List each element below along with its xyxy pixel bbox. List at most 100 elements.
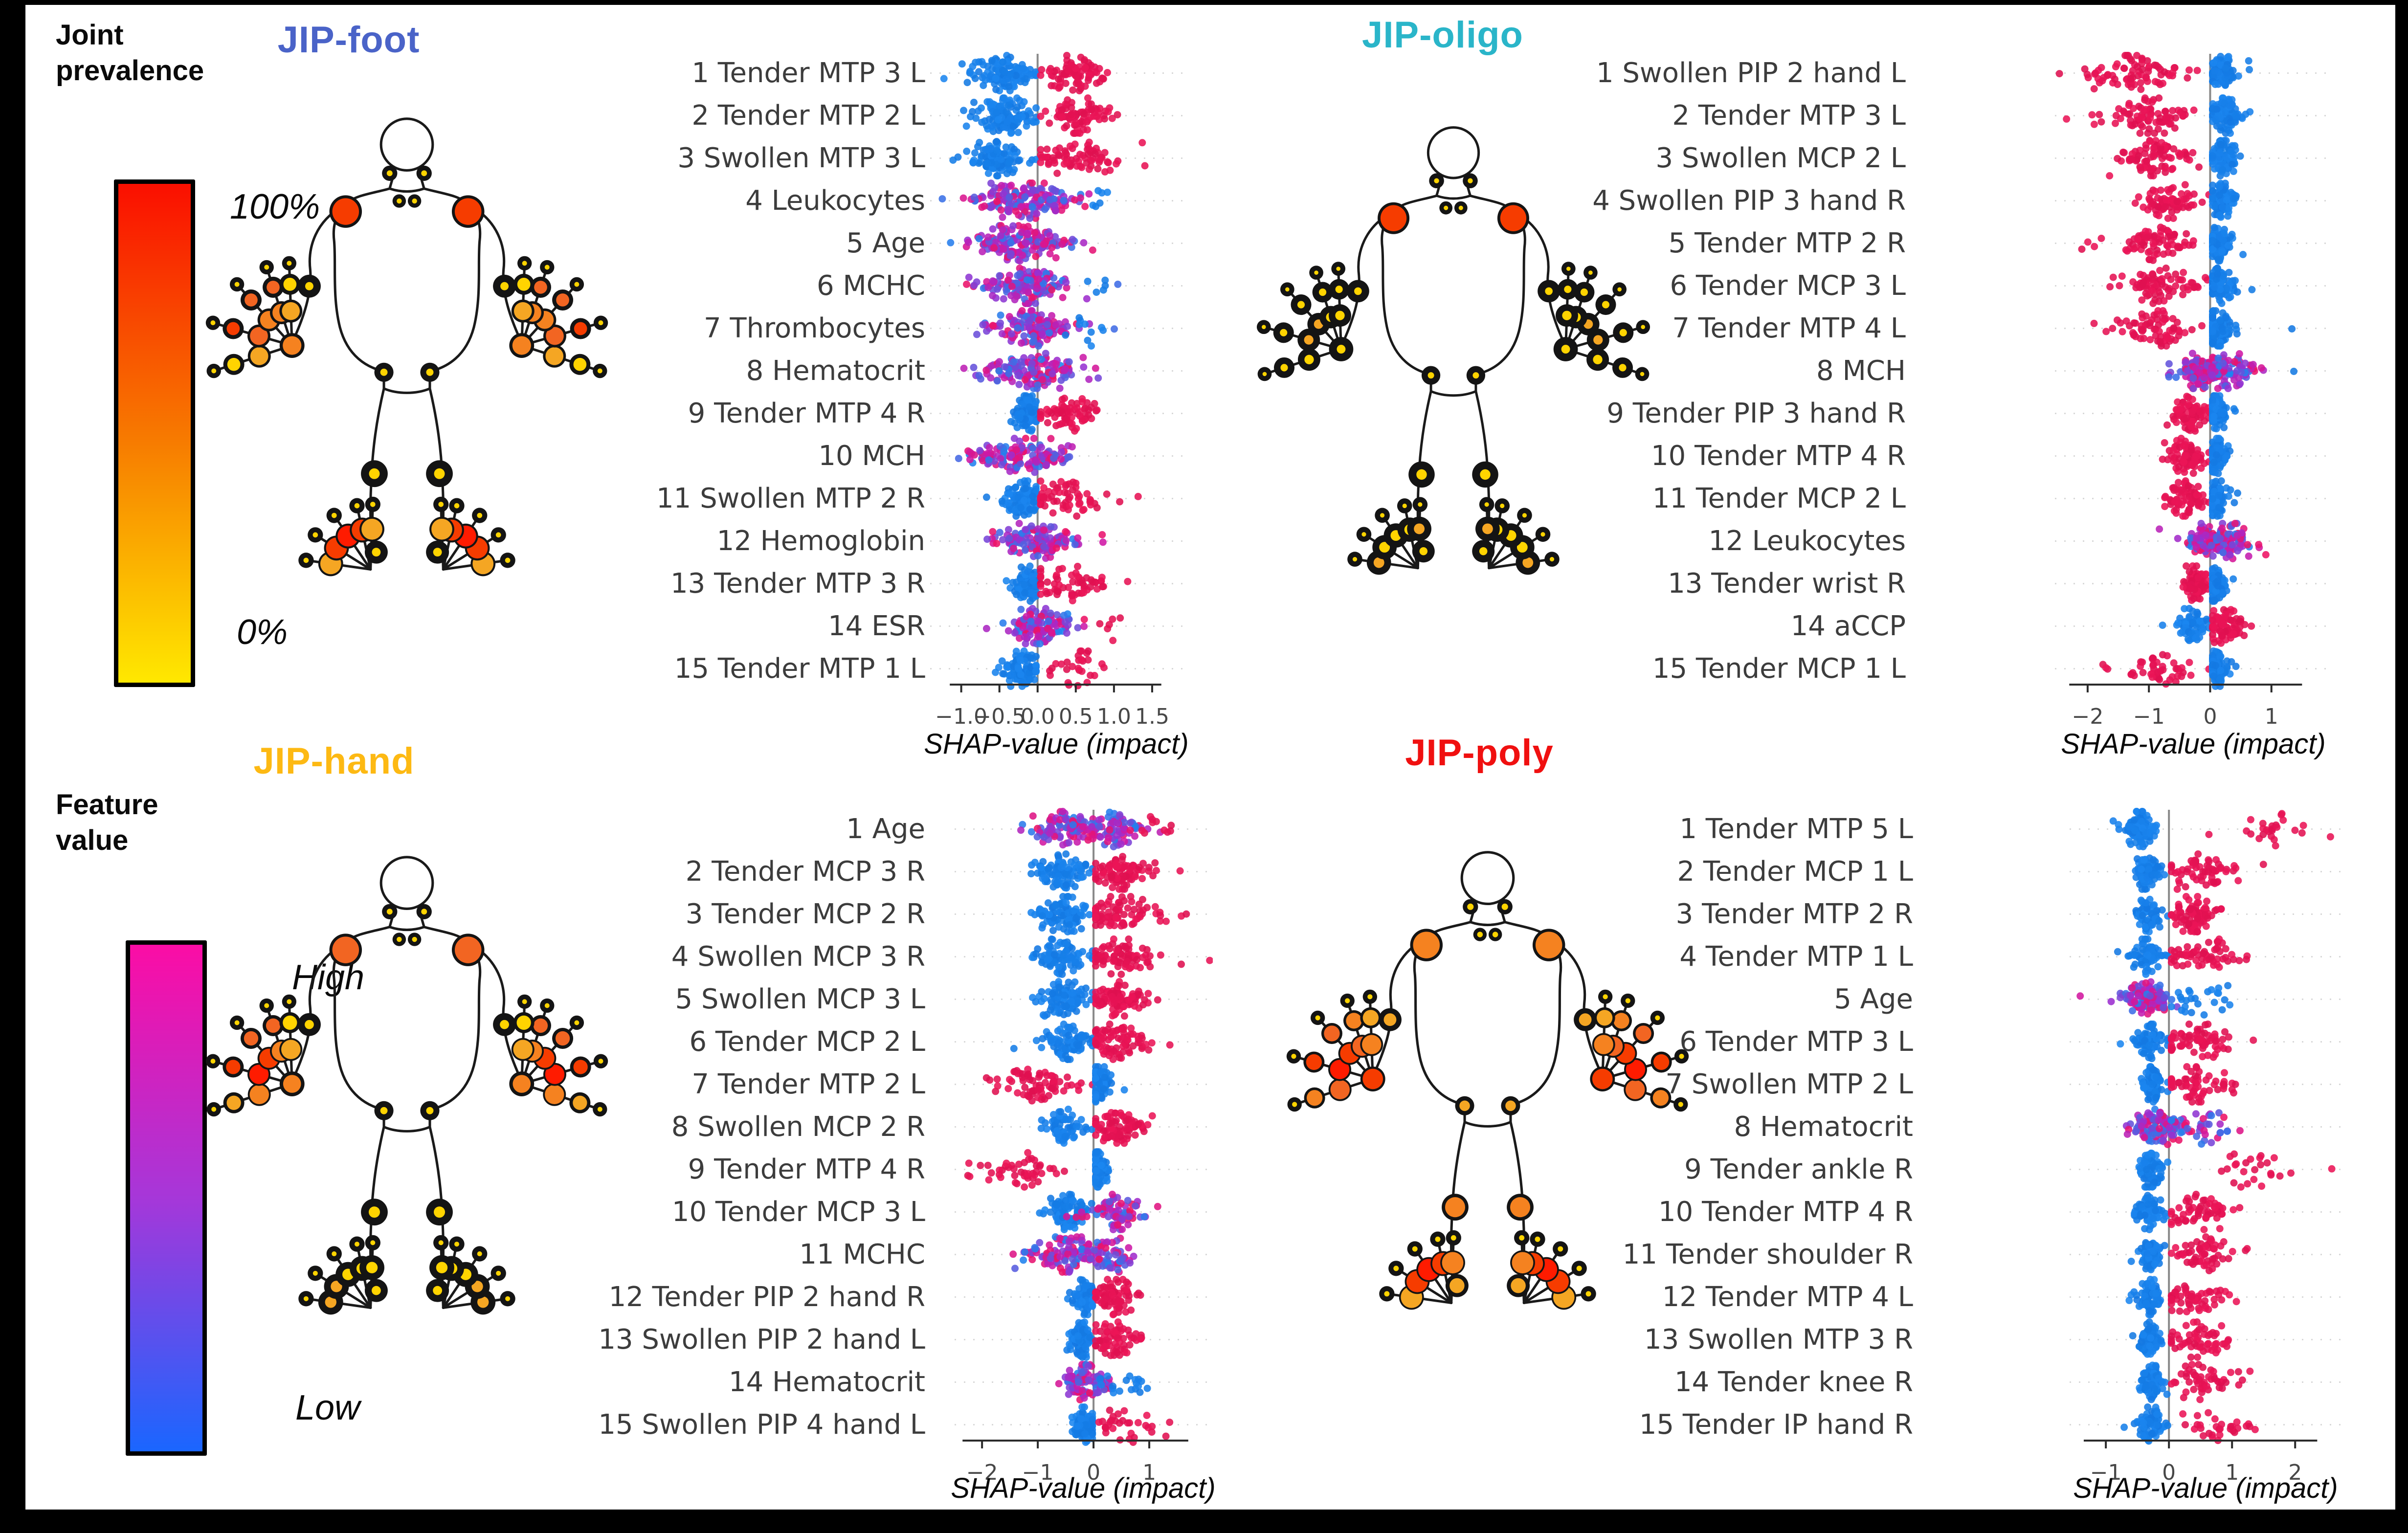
body-map-jip-poly [1286, 851, 1689, 1310]
x-tick-label: 1 [2265, 704, 2278, 729]
body-map-jip-oligo [1256, 126, 1650, 575]
swarm-row [2132, 850, 2267, 893]
feature-label: 10 Tender MTP 4 R [1658, 1196, 1913, 1228]
swarm-row [2109, 808, 2334, 850]
swarm-row [2063, 94, 2254, 137]
feature-label: 1 Age [846, 813, 925, 845]
feature-label: 6 Tender MCP 2 L [689, 1026, 925, 1058]
swarm-row [2106, 137, 2244, 179]
swarm-row [1037, 1106, 1156, 1147]
swarm-row [2099, 647, 2240, 690]
x-tick-label: −1.0 [935, 704, 987, 729]
feature-label: 6 Tender MCP 3 L [1670, 270, 1906, 302]
panel-title-jip-hand: JIP-hand [253, 740, 415, 782]
swarm-row [1036, 1191, 1161, 1233]
feature-label: 11 Tender MCP 2 L [1652, 483, 1906, 514]
feature-label: 3 Tender MTP 2 R [1675, 898, 1913, 930]
feature-label: 12 Hemoglobin [716, 525, 925, 557]
feature-label: 5 Age [1834, 983, 1913, 1015]
swarm-row [1010, 1021, 1174, 1063]
x-axis-label-jip-oligo: SHAP-value (impact) [2061, 728, 2326, 760]
swarm-row [2120, 1403, 2259, 1445]
feature-label: 5 Age [846, 227, 925, 259]
feature-label: 15 Tender MTP 1 L [674, 653, 925, 685]
feature-label: 2 Tender MTP 3 L [1672, 100, 1906, 132]
x-axis-label-jip-foot: SHAP-value (impact) [924, 728, 1189, 760]
feature-label: 10 Tender MTP 4 R [1651, 440, 1906, 472]
feature-label: 8 Hematocrit [746, 355, 925, 387]
feature-value-low-label: Low [295, 1388, 360, 1427]
feature-label: 15 Tender MCP 1 L [1652, 653, 1906, 685]
x-tick-label: 0 [2162, 1460, 2176, 1485]
x-tick-label: −2 [2072, 704, 2103, 729]
swarm-points [938, 52, 1149, 690]
panel-title-jip-poly: JIP-poly [1405, 732, 1554, 774]
feature-label: 3 Swollen MTP 3 L [677, 142, 925, 174]
swarm-points [2055, 52, 2297, 690]
body-outline [211, 856, 602, 1309]
panel-title-jip-foot: JIP-foot [277, 19, 420, 61]
swarm-row [964, 1148, 1113, 1191]
feature-label: 13 Swollen PIP 2 hand L [598, 1324, 925, 1355]
feature-label: 9 Tender PIP 3 hand R [1606, 398, 1906, 429]
feature-label: 6 MCHC [816, 270, 925, 302]
x-axis: −2 −1 0 1 [962, 1440, 1188, 1485]
feature-label: 14 Tender knee R [1674, 1366, 1913, 1398]
feature-label-column-jip-oligo: 1 Swollen PIP 2 hand L 2 Tender MTP 3 L 3 … [1515, 52, 1906, 690]
swarm-row [1028, 935, 1213, 978]
feature-label: 2 Tender MCP 3 R [685, 856, 925, 888]
x-tick-label: 1.0 [1097, 704, 1131, 729]
swarm-row [983, 520, 1107, 562]
figure-canvas: Joint prevalence 100% 0% Feature value H… [25, 5, 2395, 1510]
swarm-row [992, 647, 1108, 690]
x-tick-label: 0 [1087, 1460, 1100, 1485]
swarm-row [2156, 520, 2270, 562]
swarm-row [960, 94, 1121, 137]
body-map-jip-foot [205, 117, 608, 577]
joint-prevalence-legend-title: Joint prevalence [56, 19, 204, 87]
swarm-row [1027, 850, 1184, 893]
swarm-row [955, 435, 1076, 476]
x-tick-label: −1 [2090, 1460, 2122, 1485]
body-map-jip-hand [205, 856, 608, 1315]
feature-label: 9 Tender MTP 4 R [688, 1154, 925, 1185]
swarm-row [2159, 435, 2234, 477]
feature-label: 11 Swollen MTP 2 R [656, 483, 925, 514]
feature-label: 14 ESR [828, 610, 925, 642]
feature-label-column-jip-poly: 1 Tender MTP 5 L 2 Tender MCP 1 L 3 Tender… [1522, 808, 1913, 1446]
swarm-row [982, 477, 1142, 520]
swarm-row [2138, 1063, 2239, 1106]
swarm-row [1068, 1403, 1174, 1446]
swarm-row [2090, 307, 2296, 350]
swarm-row [2076, 978, 2234, 1019]
swarm-row [2163, 392, 2239, 435]
swarm-row [960, 350, 1102, 392]
swarm-row [1027, 893, 1190, 935]
shap-beeswarm-jip-hand: −2 −1 0 1 [955, 808, 1213, 1485]
feature-label: 14 Hematocrit [728, 1366, 925, 1398]
feature-label: 3 Tender MCP 2 R [685, 898, 925, 930]
swarm-row [949, 138, 1149, 179]
swarm-row [2136, 1361, 2254, 1403]
x-axis-label-jip-hand: SHAP-value (impact) [951, 1472, 1216, 1504]
swarm-row [2122, 1106, 2244, 1148]
feature-label-column-jip-foot: 1 Tender MTP 3 L 2 Tender MTP 2 L 3 Swolle… [558, 52, 925, 690]
x-axis: −1 0 1 2 [2083, 1440, 2318, 1485]
x-tick-label: 0.0 [1021, 704, 1055, 729]
swarm-row [2161, 477, 2241, 520]
feature-label: 8 Hematocrit [1734, 1111, 1913, 1143]
feature-label: 5 Tender MTP 2 R [1668, 227, 1906, 259]
swarm-row [1017, 808, 1175, 850]
x-tick-label: 0.5 [1059, 704, 1093, 729]
feature-label: 14 aCCP [1790, 610, 1906, 642]
swarm-row [1055, 1361, 1151, 1403]
swarm-row [1029, 978, 1161, 1020]
swarm-row [2078, 223, 2247, 265]
swarm-row [2179, 562, 2237, 605]
x-tick-label: 1 [1142, 1460, 1156, 1485]
panel-title-jip-oligo: JIP-oligo [1362, 14, 1523, 56]
swarm-row [2055, 52, 2253, 93]
feature-label: 6 Tender MTP 3 L [1679, 1026, 1913, 1058]
feature-label: 13 Tender MTP 3 R [670, 568, 925, 600]
swarm-row [1064, 1276, 1144, 1318]
